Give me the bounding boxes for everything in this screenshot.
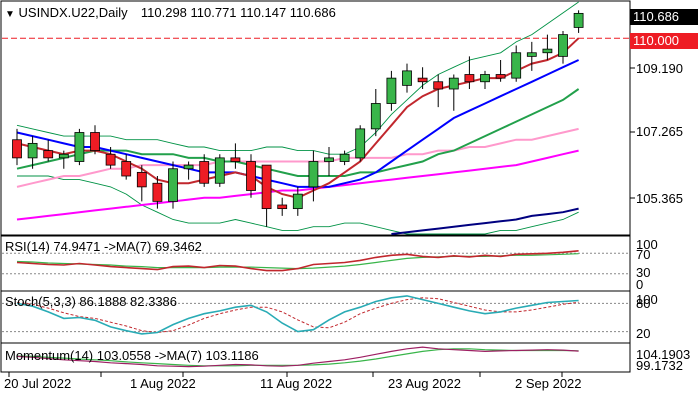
candle-body xyxy=(464,74,475,83)
candle-body xyxy=(121,161,132,177)
stoch-label: Stoch(5,3,3) 86.1888 82.3386 xyxy=(5,294,178,309)
candle-body xyxy=(183,164,194,170)
rsi-series-layer xyxy=(2,250,630,275)
rsi-tick-label: 0 xyxy=(636,277,644,292)
rsi-panel-frame xyxy=(0,235,631,292)
date-tick-label: 1 Aug 2022 xyxy=(130,376,196,391)
bollinger-upper-line xyxy=(16,1,579,155)
candle-body xyxy=(90,132,100,152)
axis-tick-marks xyxy=(8,67,635,377)
candle-body xyxy=(448,77,459,90)
candle-body xyxy=(339,153,350,162)
candle-body xyxy=(246,161,256,191)
candle-body xyxy=(355,128,366,159)
candle-body xyxy=(74,132,85,162)
candle-body xyxy=(324,157,334,162)
candle-body xyxy=(168,168,178,202)
candle-body xyxy=(573,12,584,28)
candle-body xyxy=(480,74,490,83)
rsi-label: RSI(14) 74.9471 ->MA(7) 69.3462 xyxy=(5,239,202,254)
momentum-tick-label: 104.1903 xyxy=(636,347,691,362)
momentum-panel-frame xyxy=(0,342,631,373)
ohlc-values: 110.298 110.771 110.147 110.686 xyxy=(140,5,336,20)
stoch-tick-label: 100 xyxy=(636,292,658,307)
candle-body xyxy=(495,74,506,79)
stoch-k-line xyxy=(16,295,579,335)
level-price-marker: 110.000 xyxy=(630,33,698,49)
price-tick-label: 105.365 xyxy=(636,191,683,206)
chart-header: ▼ USINDX.U22,Daily 110.298 110.771 110.1… xyxy=(5,5,336,22)
ma-navy-line xyxy=(391,207,579,235)
candle-body xyxy=(27,142,38,159)
momentum-series-layer xyxy=(16,346,579,368)
candle-body xyxy=(58,153,69,159)
momentum-label: Momentum(14) 103.0558 ->MA(7) 103.1186 xyxy=(5,348,259,363)
momentum-line xyxy=(16,346,579,368)
stoch-d-line xyxy=(16,297,579,334)
candle-body xyxy=(12,139,22,159)
symbol-dropdown-icon[interactable]: ▼ xyxy=(5,9,15,20)
candle-body xyxy=(230,157,241,162)
candle-body xyxy=(370,103,381,130)
last-price-marker: 110.686 xyxy=(630,9,698,25)
rsi-tick-label: 70 xyxy=(636,247,651,262)
candle-body xyxy=(511,52,522,79)
date-tick-label: 2 Sep 2022 xyxy=(515,376,582,391)
candle-body xyxy=(308,161,319,188)
candle-body xyxy=(277,204,288,210)
candle-body xyxy=(402,70,412,86)
symbol-label: USINDX.U22,Daily xyxy=(18,5,128,20)
stoch-tick-label: 20 xyxy=(636,326,651,341)
momentum-tick-label: 99.1732 xyxy=(636,358,683,373)
rsi-tick-label: 100 xyxy=(636,237,658,252)
date-tick-label: 23 Aug 2022 xyxy=(388,376,462,391)
candle-body xyxy=(292,193,303,210)
price-tick-label: 109.190 xyxy=(636,61,683,76)
rsi-tick-label: 30 xyxy=(636,265,651,280)
stoch-tick-label: 80 xyxy=(636,296,651,311)
candle-body xyxy=(199,161,210,184)
price-tick-label: 107.265 xyxy=(636,124,683,139)
main-price-panel-frame xyxy=(0,0,631,236)
candle-body xyxy=(417,77,428,83)
rsi-line xyxy=(16,250,579,272)
candle-body xyxy=(43,150,54,159)
date-tick-label: 11 Aug 2022 xyxy=(260,376,333,391)
candle-body xyxy=(542,48,553,54)
price-series-layer xyxy=(2,1,630,235)
candle-body xyxy=(105,153,116,166)
candle-body xyxy=(214,157,225,184)
bollinger-lower-line xyxy=(17,175,579,235)
candle-body xyxy=(261,164,272,210)
candle-body xyxy=(386,77,397,104)
stoch-series-layer xyxy=(2,295,630,335)
stoch-panel-frame xyxy=(0,290,631,344)
candle-body xyxy=(136,171,147,188)
candle-body xyxy=(526,52,537,57)
candle-body xyxy=(433,81,444,90)
candle-body xyxy=(152,182,163,202)
date-tick-label: 20 Jul 2022 xyxy=(4,376,72,391)
candle-body xyxy=(558,34,568,57)
